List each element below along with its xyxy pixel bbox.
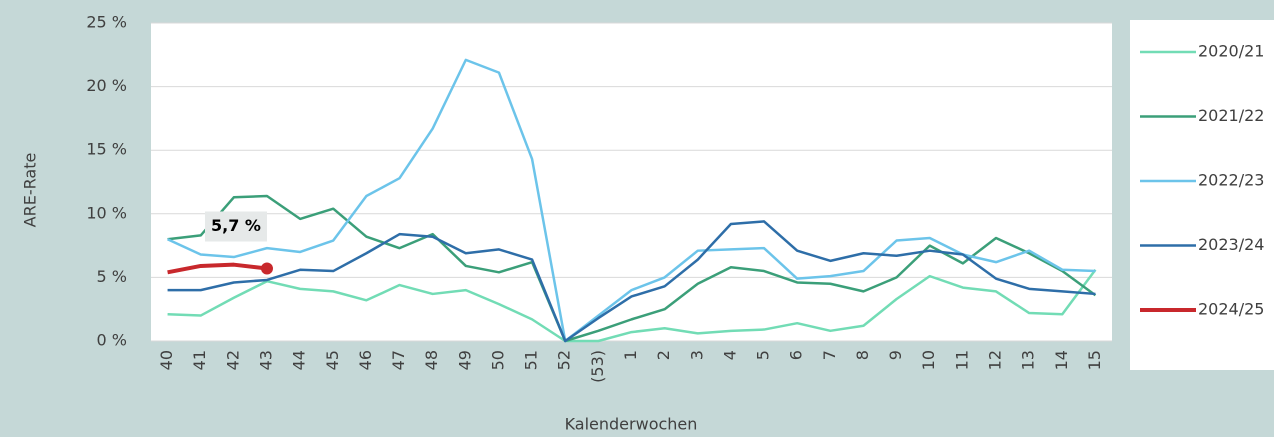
x-tick-label: 12 [986,350,1005,370]
x-tick-label: 43 [256,350,275,370]
legend-label: 2021/22 [1198,106,1264,125]
x-tick-label: 6 [787,350,806,360]
legend-label: 2023/24 [1198,235,1264,254]
series-line [167,220,1096,343]
x-tick-label: 10 [919,350,938,370]
x-tick-label: 45 [323,350,342,370]
x-tick-label: 46 [356,350,375,370]
x-tick-label: 5 [754,350,773,360]
y-tick-label: 25 % [86,13,127,32]
x-tick-label: 50 [488,350,507,370]
x-tick-label: 40 [157,350,176,370]
x-tick-label: 48 [422,350,441,370]
x-tick-label: 3 [687,350,706,360]
y-tick-label: 10 % [86,203,127,222]
x-tick-label: 1 [621,350,640,360]
y-tick-label: 15 % [86,140,127,159]
x-tick-label: 44 [290,350,309,370]
x-tick-label: 14 [1052,350,1071,370]
point-marker [260,262,273,275]
x-tick-label: 11 [952,350,971,370]
x-tick-label: 47 [389,350,408,370]
legend-label: 2020/21 [1198,42,1264,61]
x-tick-label: 52 [555,350,574,370]
x-tick-label: 7 [820,350,839,360]
data-label-box [204,211,267,242]
y-tick-label: 0 % [97,331,127,350]
x-tick-label: 8 [853,350,872,360]
x-tick-label: 41 [190,350,209,370]
data-label: 5,7 % [211,216,261,235]
x-tick-label: 2 [654,350,673,360]
y-tick-label: 20 % [86,76,127,95]
x-tick-label: 51 [522,350,541,370]
x-tick-label: (53) [588,350,607,383]
x-tick-label: 15 [1085,350,1104,370]
series-line [167,58,1096,343]
x-axis-title: Kalenderwochen [565,415,698,434]
x-tick-label: 42 [223,350,242,370]
x-tick-label: 4 [720,350,739,360]
y-tick-label: 5 % [97,267,127,286]
x-tick-label: 49 [455,350,474,370]
legend-label: 2024/25 [1198,300,1264,319]
series-line [167,269,1097,343]
x-tick-label: 13 [1019,350,1038,370]
plot-area [151,23,1112,341]
x-tick-label: 9 [886,350,905,360]
legend-label: 2022/23 [1198,171,1264,190]
series-line [167,262,268,275]
y-axis-title: ARE-Rate [21,153,40,228]
